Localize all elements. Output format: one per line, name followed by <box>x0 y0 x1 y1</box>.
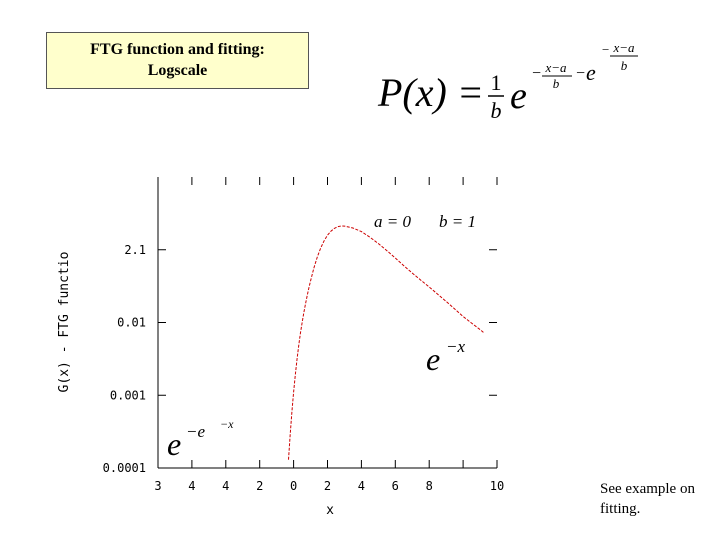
fitting-note: See example on fitting. <box>600 481 695 517</box>
x-tick-label: 4 <box>188 479 195 493</box>
annotation-right-tail: e −x <box>426 337 465 377</box>
x-tick-label: 2 <box>256 479 263 493</box>
formula-exp2-num: x−a <box>612 40 635 55</box>
chart-tick-labels: 3 4 4 2 0 2 4 6 8 10 0.0001 0.001 0.01 2.1 <box>103 243 505 493</box>
formula-den: b <box>491 98 502 123</box>
formula-exp-minus: − <box>532 65 541 82</box>
x-tick-label: 2 <box>324 479 331 493</box>
formula-num: 1 <box>491 70 502 95</box>
x-axis-label: x <box>326 503 334 518</box>
right-tail-base: e <box>426 341 440 377</box>
chart-ticks <box>157 177 498 469</box>
formula-exp-den: b <box>553 76 560 91</box>
y-tick-label: 0.0001 <box>103 461 146 475</box>
y-tick-label: 2.1 <box>124 243 146 257</box>
slide-title: FTG function and fitting: Logscale <box>46 32 309 89</box>
slide-title-text: FTG function and fitting: Logscale <box>90 41 265 79</box>
x-tick-label: 4 <box>358 479 365 493</box>
x-tick-label: 0 <box>290 479 297 493</box>
param-a-label: a = 0 <box>374 212 411 231</box>
right-tail-exp: −x <box>446 337 465 356</box>
formula-base: e <box>510 75 527 117</box>
formula-exp-e: e <box>586 60 596 85</box>
x-tick-label: 6 <box>392 479 399 493</box>
formula-lhs: P(x) = <box>377 70 484 115</box>
ftg-formula: P(x) = 1 b e − x−a b − e − x−a b <box>377 40 638 123</box>
formula-exp-num: x−a <box>544 60 567 75</box>
annotation-left-tail: e −e −x <box>167 417 234 462</box>
ftg-curve <box>288 225 484 460</box>
formula-exp-minus2: − <box>576 65 585 82</box>
left-tail-exp: −e <box>186 422 205 441</box>
param-b-label: b = 1 <box>439 212 476 231</box>
formula-exp2-minus: − <box>602 42 609 57</box>
left-tail-exp2: −x <box>220 417 234 431</box>
formula-exp2-den: b <box>621 58 628 73</box>
x-tick-label: 4 <box>222 479 229 493</box>
y-tick-label: 0.001 <box>110 388 146 402</box>
x-tick-label: 8 <box>426 479 433 493</box>
x-tick-label: 3 <box>154 479 161 493</box>
y-axis-label: G(x) - FTG functio <box>57 252 72 393</box>
x-tick-label: 10 <box>490 479 504 493</box>
y-tick-label: 0.01 <box>117 316 146 330</box>
left-tail-base: e <box>167 426 181 462</box>
